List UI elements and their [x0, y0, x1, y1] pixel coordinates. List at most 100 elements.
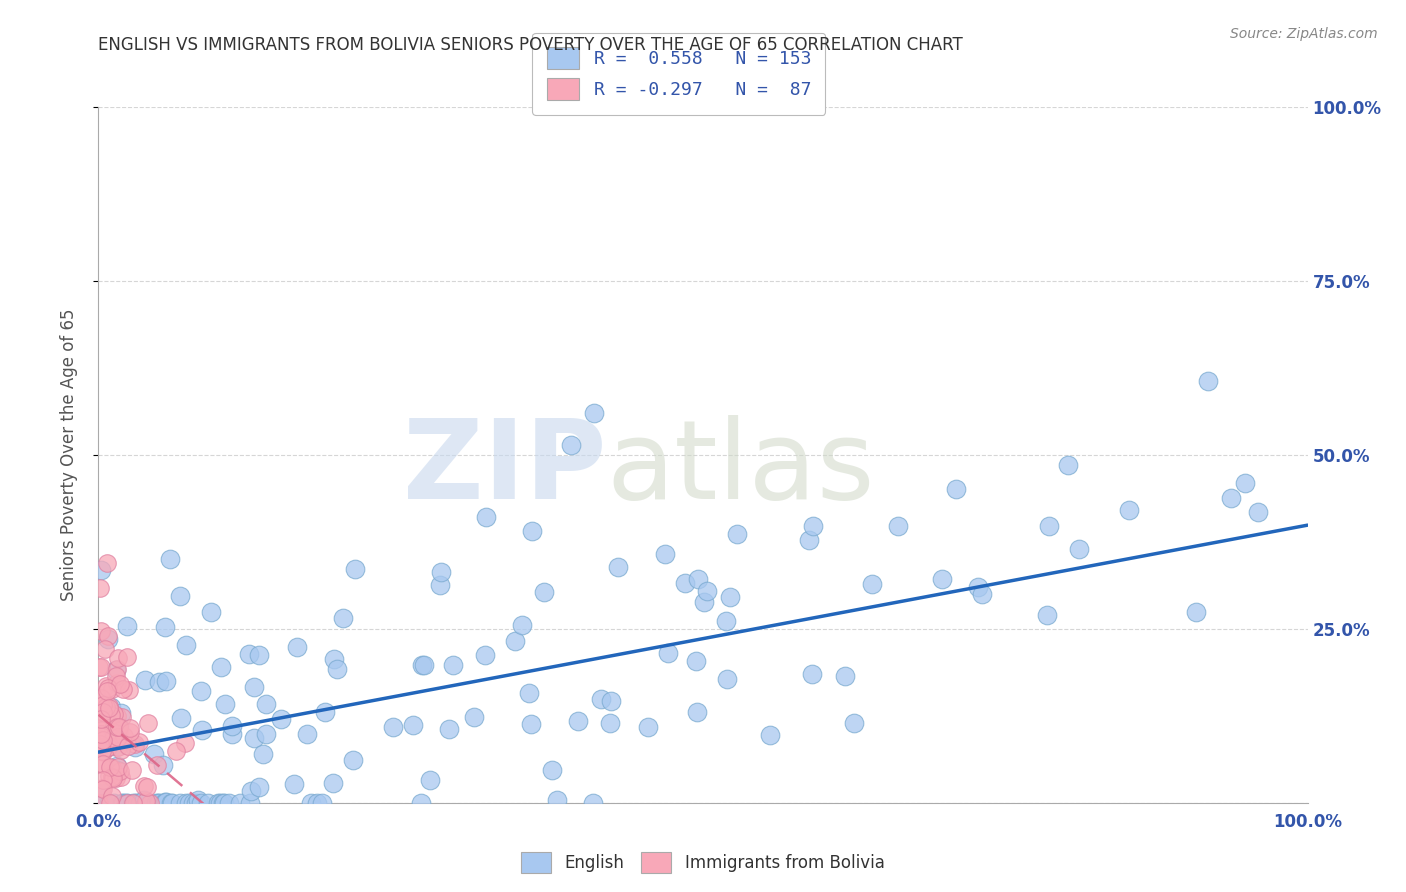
Point — [115, 650, 138, 665]
Point — [110, 706, 132, 720]
Point — [129, 796, 152, 810]
Point — [89, 738, 111, 752]
Point — [522, 524, 544, 538]
Point — [94, 741, 117, 756]
Point — [97, 769, 120, 783]
Point — [105, 771, 128, 785]
Point — [135, 780, 157, 794]
Point — [637, 720, 659, 734]
Point — [100, 700, 122, 714]
Point — [239, 783, 262, 797]
Point — [103, 796, 125, 810]
Point — [115, 796, 138, 810]
Point — [1184, 606, 1206, 620]
Point — [229, 796, 252, 810]
Point — [314, 705, 336, 719]
Point — [145, 796, 167, 810]
Point — [211, 796, 233, 810]
Point — [1036, 607, 1059, 622]
Point — [344, 562, 367, 576]
Point — [112, 796, 135, 810]
Point — [121, 796, 143, 810]
Legend: R =  0.558   N = 153, R = -0.297   N =  87: R = 0.558 N = 153, R = -0.297 N = 87 — [531, 33, 825, 114]
Point — [111, 796, 134, 810]
Point — [111, 710, 134, 724]
Point — [887, 518, 910, 533]
Point — [716, 673, 738, 687]
Point — [117, 619, 139, 633]
Point — [89, 731, 111, 746]
Point — [238, 647, 260, 661]
Point — [104, 723, 127, 737]
Point — [441, 658, 464, 673]
Point — [179, 796, 201, 810]
Point — [107, 740, 129, 755]
Point — [474, 648, 496, 662]
Point — [252, 747, 274, 762]
Point — [96, 556, 118, 570]
Point — [98, 701, 121, 715]
Point — [607, 560, 630, 574]
Point — [170, 711, 193, 725]
Point — [98, 796, 121, 810]
Point — [110, 742, 132, 756]
Point — [725, 526, 748, 541]
Point — [541, 763, 564, 777]
Point — [107, 651, 129, 665]
Point — [560, 438, 582, 452]
Point — [90, 624, 112, 639]
Point — [381, 720, 404, 734]
Point — [169, 796, 191, 810]
Point — [105, 759, 128, 773]
Point — [718, 591, 741, 605]
Point — [283, 777, 305, 791]
Legend: English, Immigrants from Bolivia: English, Immigrants from Bolivia — [515, 846, 891, 880]
Point — [322, 652, 344, 666]
Point — [111, 682, 134, 697]
Point — [419, 772, 441, 787]
Point — [174, 736, 197, 750]
Point — [800, 667, 823, 681]
Point — [138, 796, 160, 810]
Point — [89, 796, 111, 810]
Point — [118, 721, 141, 735]
Y-axis label: Seniors Poverty Over the Age of 65: Seniors Poverty Over the Age of 65 — [59, 309, 77, 601]
Point — [254, 698, 277, 712]
Point — [91, 745, 114, 759]
Point — [107, 739, 129, 753]
Point — [153, 795, 176, 809]
Point — [305, 796, 328, 810]
Point — [174, 796, 197, 810]
Point — [1234, 476, 1257, 491]
Point — [967, 580, 990, 594]
Point — [169, 589, 191, 603]
Point — [686, 705, 709, 719]
Point — [96, 700, 118, 714]
Point — [100, 708, 122, 723]
Point — [153, 796, 176, 810]
Point — [98, 796, 121, 810]
Point — [146, 796, 169, 810]
Point — [696, 583, 718, 598]
Point — [101, 681, 124, 696]
Point — [582, 796, 605, 810]
Point — [124, 739, 146, 754]
Point — [114, 796, 136, 810]
Point — [758, 728, 780, 742]
Point — [413, 657, 436, 672]
Point — [970, 587, 993, 601]
Point — [107, 730, 129, 744]
Point — [243, 731, 266, 745]
Point — [94, 642, 117, 657]
Point — [844, 715, 866, 730]
Point — [546, 793, 568, 807]
Point — [221, 726, 243, 740]
Point — [183, 796, 205, 810]
Point — [105, 669, 128, 683]
Point — [121, 763, 143, 777]
Point — [517, 686, 540, 700]
Point — [411, 658, 433, 673]
Point — [402, 718, 425, 732]
Point — [1067, 541, 1090, 556]
Point — [101, 722, 124, 736]
